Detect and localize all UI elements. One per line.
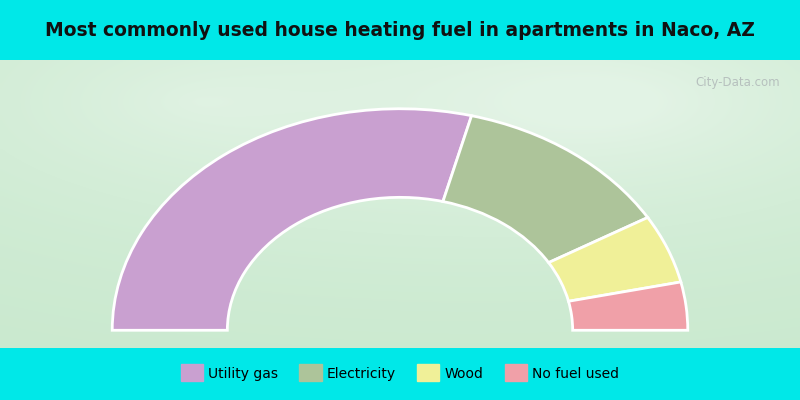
Wedge shape xyxy=(569,282,688,330)
Text: Most commonly used house heating fuel in apartments in Naco, AZ: Most commonly used house heating fuel in… xyxy=(45,20,755,40)
Wedge shape xyxy=(443,116,648,263)
Text: City-Data.com: City-Data.com xyxy=(695,76,780,88)
Wedge shape xyxy=(549,218,681,301)
Wedge shape xyxy=(112,109,471,330)
Legend: Utility gas, Electricity, Wood, No fuel used: Utility gas, Electricity, Wood, No fuel … xyxy=(177,362,623,386)
